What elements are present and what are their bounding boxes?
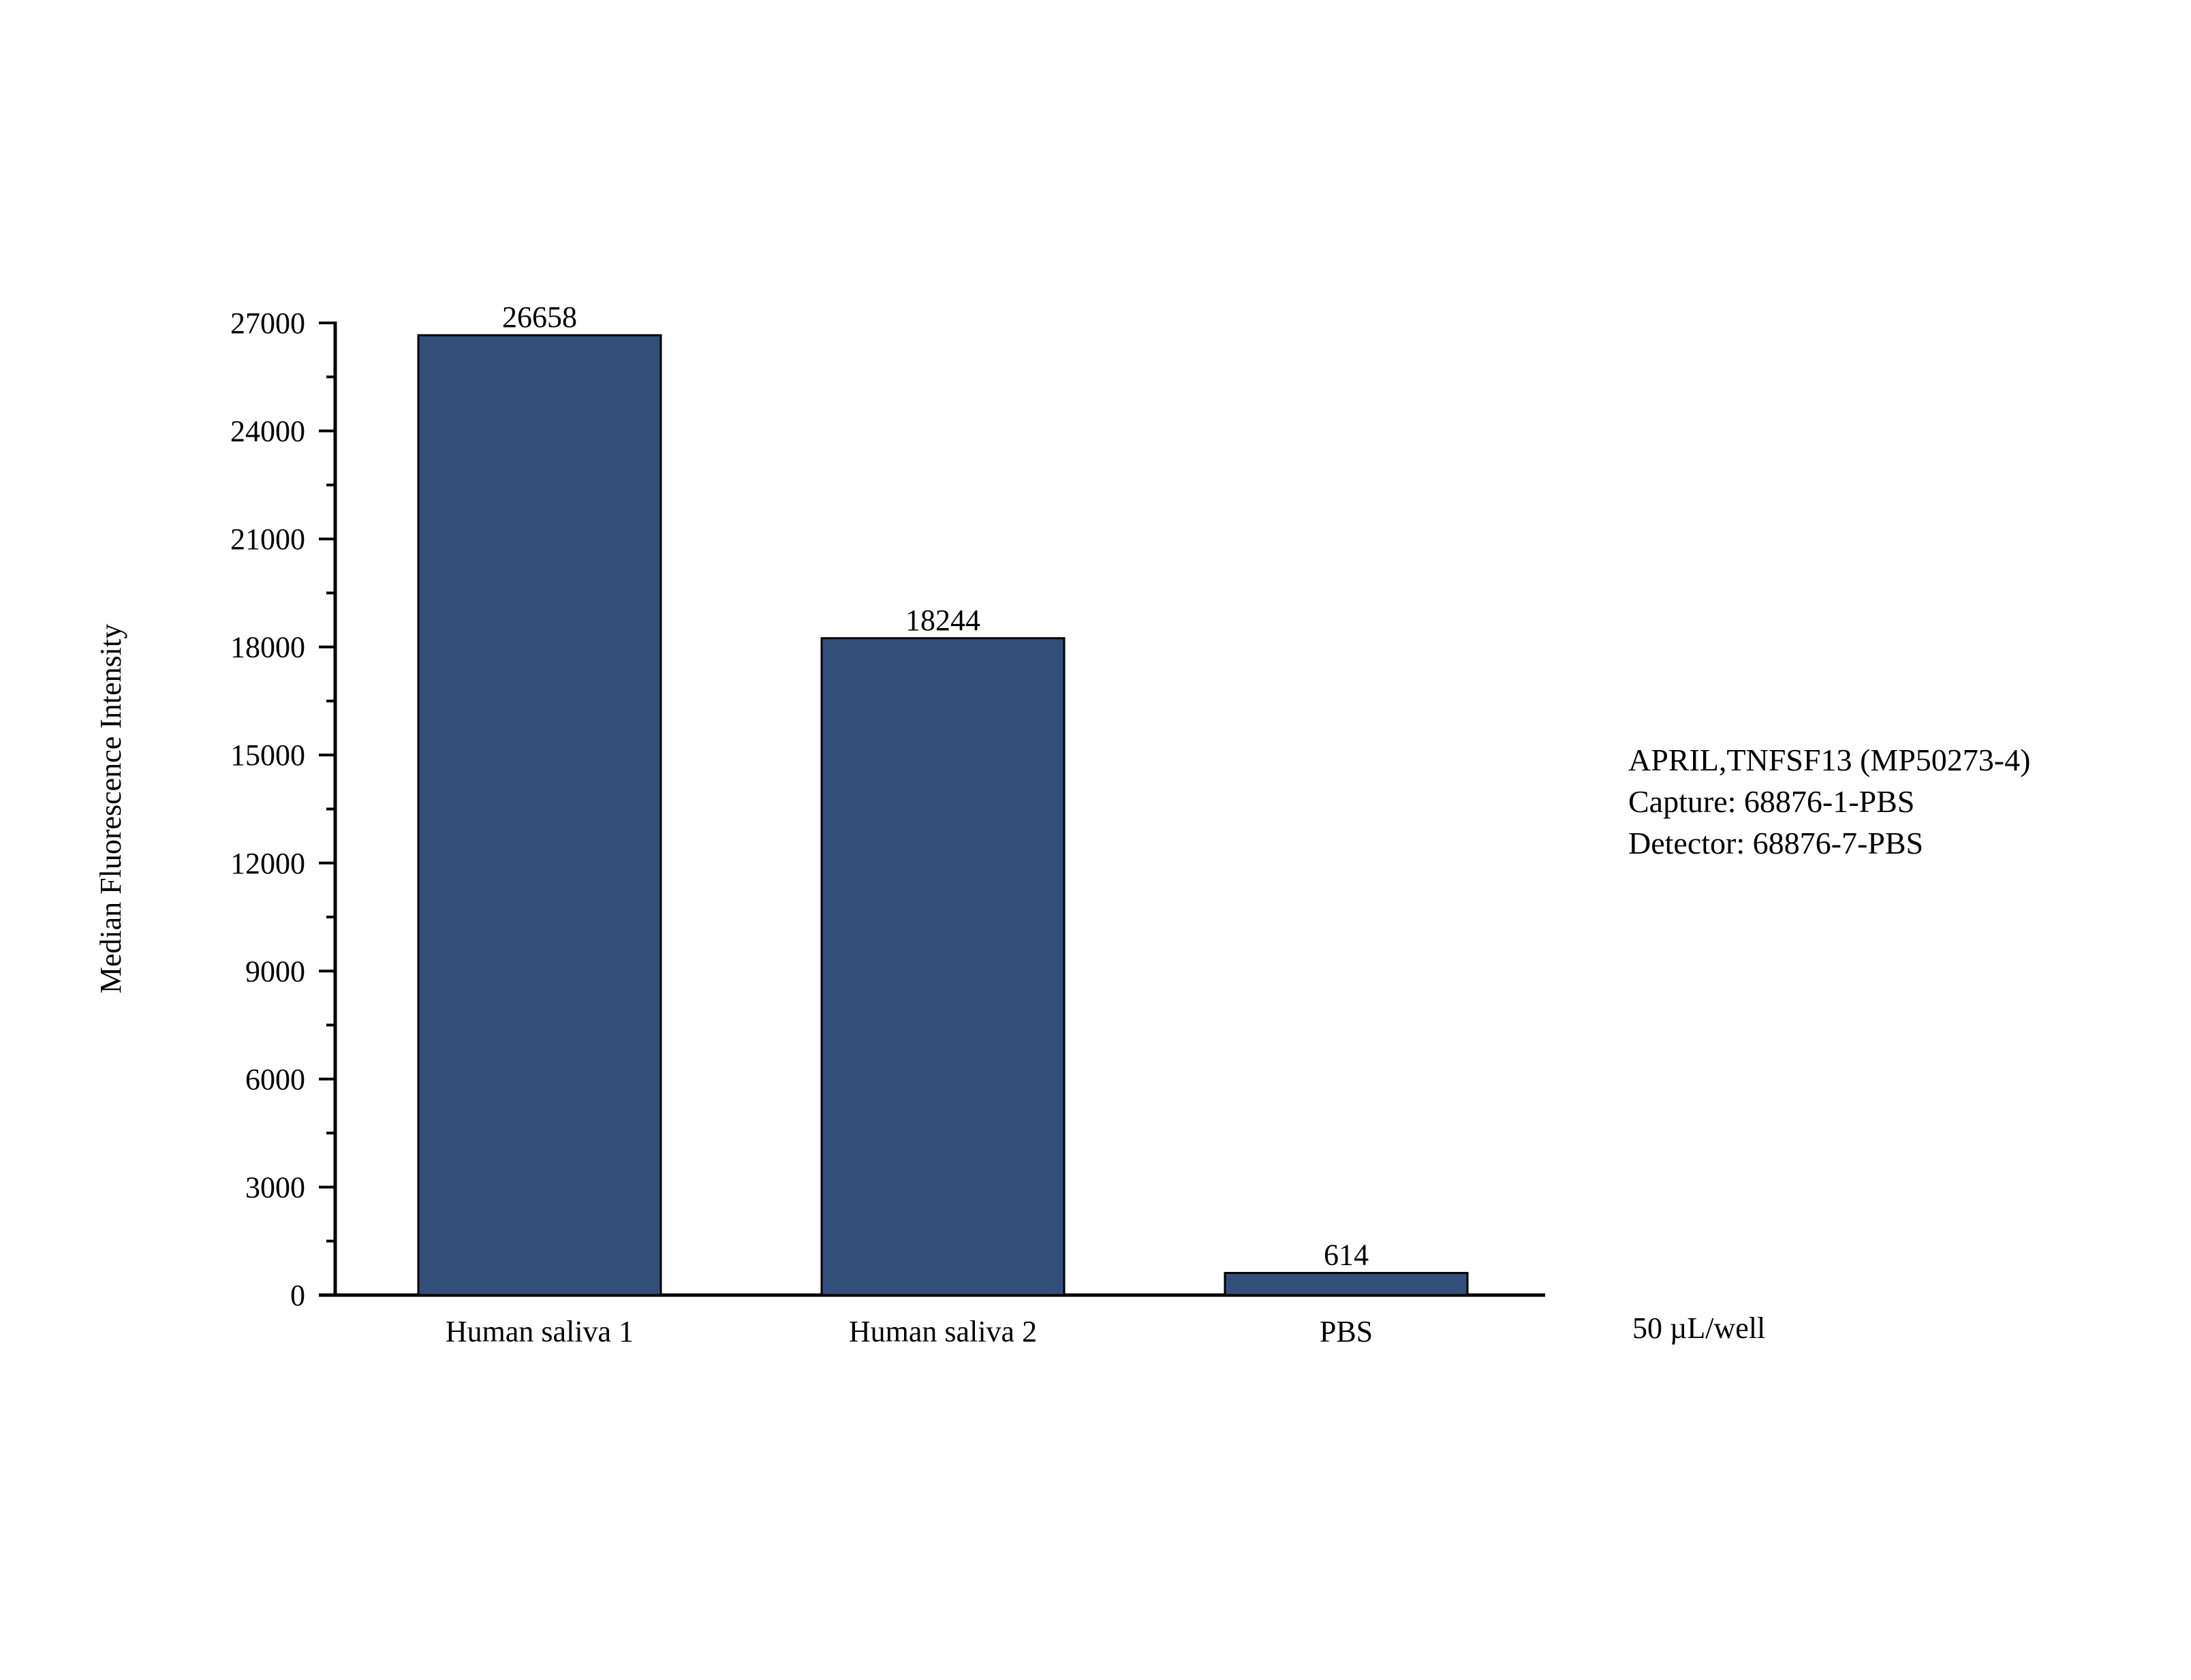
y-tick-label: 27000 — [230, 307, 305, 340]
y-axis: 0 3000 6000 9000 12000 15000 18000 21000 24000 27… — [230, 307, 337, 1312]
unit-note: 50 µL/well — [1632, 1311, 1765, 1345]
y-tick-label: 3000 — [245, 1170, 305, 1204]
annotation-block: APRIL,TNFSF13 (MP50273-4) Capture: 68876… — [1628, 743, 2030, 860]
bars — [417, 334, 1469, 1296]
bar — [1224, 1272, 1469, 1296]
x-tick-labels: Human saliva 1 Human saliva 2 PBS — [446, 1315, 1373, 1348]
annotation-line-detector: Detector: 68876-7-PBS — [1628, 826, 1923, 860]
y-tick-label: 0 — [290, 1279, 305, 1312]
y-tick-label: 18000 — [230, 631, 305, 664]
bar-value-label: 26658 — [502, 300, 577, 334]
x-category-label: PBS — [1320, 1315, 1373, 1348]
data-labels: 26658 18244 614 — [502, 300, 1369, 1271]
y-tick-label: 12000 — [230, 847, 305, 880]
y-tick-label: 21000 — [230, 523, 305, 556]
bar — [417, 334, 662, 1296]
y-tick-label: 6000 — [245, 1063, 305, 1096]
y-tick-label: 24000 — [230, 415, 305, 448]
y-ticks: 0 3000 6000 9000 12000 15000 18000 21000 24000 27… — [230, 307, 335, 1312]
x-axis: Human saliva 1 Human saliva 2 PBS — [319, 1293, 1545, 1348]
annotation-line-protein: APRIL,TNFSF13 (MP50273-4) — [1628, 743, 2030, 777]
bar — [820, 637, 1066, 1296]
y-tick-label: 9000 — [245, 954, 305, 988]
x-category-label: Human saliva 1 — [446, 1315, 634, 1348]
y-tick-label: 15000 — [230, 738, 305, 772]
annotation-line-capture: Capture: 68876-1-PBS — [1628, 784, 1914, 819]
bar-value-label: 614 — [1324, 1239, 1369, 1272]
y-axis-title: Median Fluorescence Intensity — [94, 624, 127, 994]
x-category-label: Human saliva 2 — [849, 1315, 1037, 1348]
bar-value-label: 18244 — [905, 604, 980, 637]
